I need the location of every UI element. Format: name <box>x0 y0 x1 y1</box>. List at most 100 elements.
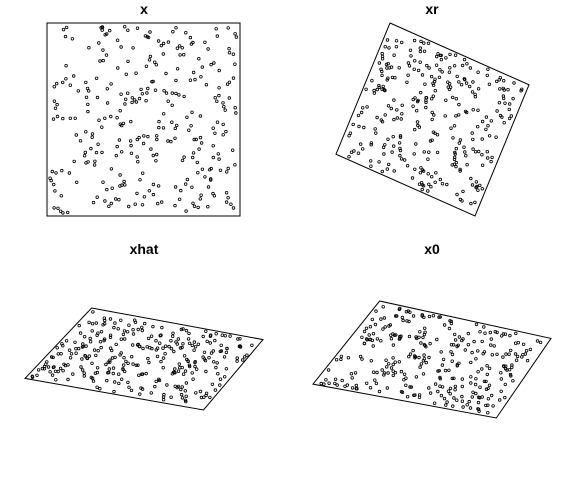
data-point <box>108 360 112 364</box>
data-point <box>452 64 457 68</box>
data-point <box>123 102 127 106</box>
data-point <box>354 383 358 388</box>
data-point <box>121 367 125 371</box>
data-point <box>414 142 418 146</box>
data-point <box>422 49 427 53</box>
data-point <box>154 134 159 138</box>
data-point <box>474 322 479 327</box>
data-point <box>436 52 440 56</box>
data-point <box>453 338 458 342</box>
data-point <box>374 131 378 135</box>
data-point <box>127 385 131 389</box>
data-point <box>193 364 197 369</box>
data-point <box>113 197 118 201</box>
data-point <box>151 324 155 329</box>
data-point <box>380 73 384 78</box>
data-point <box>169 395 173 399</box>
data-point <box>457 335 462 339</box>
data-point <box>385 365 389 369</box>
data-point <box>334 358 339 362</box>
data-point <box>188 78 193 82</box>
data-point <box>461 405 465 409</box>
data-point <box>55 346 59 350</box>
data-point <box>469 381 473 385</box>
data-point <box>222 104 226 109</box>
data-point <box>52 99 57 103</box>
data-point <box>503 101 507 105</box>
data-point <box>524 349 529 353</box>
data-point <box>413 59 417 63</box>
data-point <box>453 388 457 392</box>
data-point <box>87 354 91 358</box>
data-point <box>170 334 175 338</box>
data-point <box>476 395 481 399</box>
data-point <box>80 368 85 372</box>
data-point <box>387 362 391 366</box>
data-point <box>127 323 131 327</box>
data-point <box>485 372 489 377</box>
data-point <box>98 387 102 391</box>
data-point <box>509 114 513 118</box>
data-point <box>415 99 420 104</box>
window-boundary-x <box>46 22 241 217</box>
data-point <box>147 189 152 193</box>
data-point <box>482 325 486 329</box>
data-point <box>382 316 387 320</box>
data-point <box>112 380 117 384</box>
data-point <box>146 134 150 139</box>
data-point <box>155 201 160 206</box>
data-point <box>88 340 93 344</box>
data-point <box>380 69 384 74</box>
data-point <box>476 349 480 353</box>
data-point <box>525 358 530 363</box>
data-point <box>163 352 167 356</box>
data-point <box>411 348 415 353</box>
data-point <box>175 46 180 50</box>
data-point <box>426 41 431 45</box>
data-point <box>499 389 503 393</box>
data-point <box>453 332 457 337</box>
data-point <box>370 338 375 343</box>
data-point <box>161 395 166 399</box>
data-point <box>84 95 89 99</box>
data-point <box>169 346 174 351</box>
data-point <box>129 143 133 148</box>
data-point <box>192 137 196 142</box>
data-point <box>180 385 184 389</box>
data-point <box>208 395 212 400</box>
data-point <box>387 46 391 50</box>
data-point <box>117 138 122 142</box>
data-point <box>109 167 114 171</box>
data-point <box>489 337 493 341</box>
data-point <box>238 337 242 341</box>
data-point <box>108 358 112 362</box>
data-point <box>368 325 373 329</box>
data-point <box>126 380 130 385</box>
data-point <box>495 352 499 356</box>
data-point <box>349 150 354 154</box>
data-point <box>50 169 54 174</box>
data-point <box>346 356 351 360</box>
data-point <box>411 314 416 318</box>
data-point <box>136 363 140 367</box>
data-point <box>114 153 118 158</box>
data-point <box>211 155 215 160</box>
data-point <box>383 88 387 93</box>
data-point <box>170 103 174 107</box>
data-point <box>129 151 134 155</box>
data-point <box>444 98 448 102</box>
data-point <box>471 107 475 112</box>
data-point <box>448 66 452 70</box>
data-point <box>425 63 429 68</box>
data-point <box>410 176 415 180</box>
data-point <box>364 326 369 330</box>
data-point <box>437 369 441 373</box>
data-point <box>234 35 239 39</box>
data-point <box>213 338 217 343</box>
data-point <box>30 374 34 378</box>
data-point <box>181 53 186 57</box>
data-point <box>98 340 103 344</box>
data-point <box>375 370 379 375</box>
data-point <box>200 167 205 171</box>
